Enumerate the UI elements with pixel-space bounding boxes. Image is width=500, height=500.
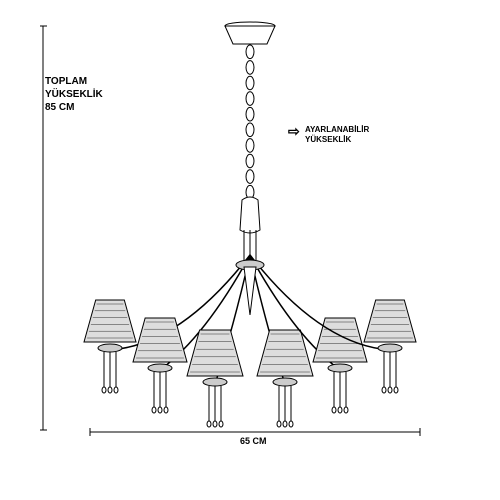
width-label: 65 CM — [240, 436, 267, 448]
arrow-icon: ⇨ — [288, 123, 300, 140]
diagram-container: TOPLAMYÜKSEKLİK85 CM AYARLANABİLİRYÜKSEK… — [0, 0, 500, 500]
adjustable-height-label: AYARLANABİLİRYÜKSEKLİK — [305, 125, 369, 146]
total-height-label: TOPLAMYÜKSEKLİK85 CM — [45, 75, 103, 114]
